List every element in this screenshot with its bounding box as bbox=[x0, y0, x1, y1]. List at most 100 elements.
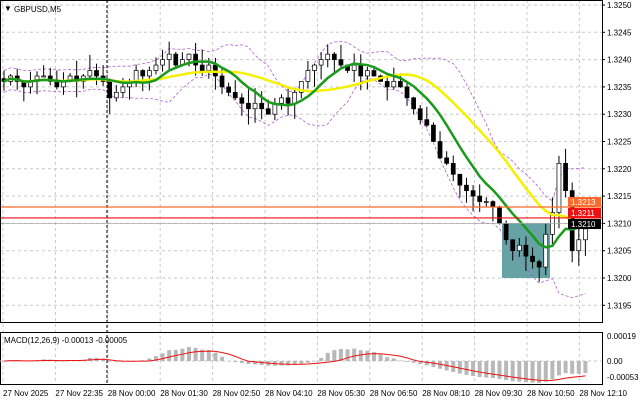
macd-histogram-bar bbox=[338, 348, 343, 361]
candle-body bbox=[398, 81, 403, 88]
macd-histogram-bar bbox=[411, 361, 416, 363]
price-level-label: 1.3213 bbox=[571, 198, 596, 207]
candle-body bbox=[563, 162, 568, 191]
candle-body bbox=[285, 97, 291, 104]
candle-body bbox=[444, 157, 450, 164]
macd-histogram-bar bbox=[398, 360, 403, 361]
macd-histogram-bar bbox=[226, 360, 231, 362]
y-tick-label: 1.3245 bbox=[607, 28, 632, 37]
x-tick-label: 27 Nov 22:35 bbox=[55, 389, 103, 398]
candle-body bbox=[457, 173, 463, 186]
candle-body bbox=[173, 53, 179, 66]
x-tick-label: 28 Nov 02:50 bbox=[213, 389, 261, 398]
y-tick-label: 1.3230 bbox=[607, 110, 632, 119]
candle-body bbox=[510, 239, 516, 252]
candle-body bbox=[490, 201, 496, 208]
macd-label: MACD(12,26,9) -0.00013 -0.00005 bbox=[4, 336, 128, 345]
candle-body bbox=[305, 70, 311, 82]
y-tick-label: 1.3205 bbox=[607, 247, 632, 256]
y-tick-label: 1.3200 bbox=[607, 274, 632, 283]
candle-body bbox=[450, 162, 456, 175]
y-tick-label: 1.3240 bbox=[607, 56, 632, 65]
candle-body bbox=[384, 81, 390, 88]
macd-histogram-bar bbox=[365, 350, 370, 361]
macd-histogram-bar bbox=[259, 361, 264, 366]
candle-body bbox=[54, 81, 60, 88]
candle-body bbox=[530, 255, 535, 262]
candle-body bbox=[470, 190, 476, 197]
price-axis: 1.3250 1.3245 1.3240 1.3235 1.3230 1.3225 1.32… bbox=[602, 1, 632, 310]
candle-body bbox=[338, 59, 344, 66]
candle-body bbox=[358, 64, 364, 77]
candle-body bbox=[331, 53, 337, 60]
x-tick-label: 28 Nov 01:30 bbox=[160, 389, 208, 398]
candle-body bbox=[140, 70, 146, 77]
macd-histogram-bar bbox=[464, 361, 469, 375]
candle-body bbox=[576, 239, 582, 252]
macd-histogram-bar bbox=[193, 347, 198, 361]
macd-histogram-bar bbox=[530, 361, 535, 383]
candle-body bbox=[483, 201, 489, 203]
symbol-arrow-icon[interactable]: ▼ bbox=[4, 4, 12, 13]
candle-body bbox=[325, 53, 331, 60]
candle-body bbox=[464, 184, 469, 191]
macd-histogram-bar bbox=[438, 361, 443, 369]
candle-body bbox=[318, 59, 324, 66]
macd-histogram-bar bbox=[61, 361, 66, 362]
macd-histogram-bar bbox=[167, 350, 172, 361]
candle-body bbox=[87, 70, 93, 77]
macd-histogram-bar bbox=[510, 361, 515, 382]
y-tick-label: 1.3225 bbox=[607, 138, 632, 147]
candle-body bbox=[94, 70, 99, 77]
candle-body bbox=[186, 53, 192, 60]
macd-histogram-bar bbox=[424, 361, 429, 366]
macd-histogram-bar bbox=[160, 353, 165, 361]
price-level-tag bbox=[568, 219, 601, 230]
macd-histogram-bar bbox=[186, 347, 191, 361]
candle-body bbox=[193, 53, 198, 66]
candle-body bbox=[166, 53, 172, 60]
upper-band bbox=[3, 41, 586, 202]
macd-histogram-bar bbox=[312, 361, 317, 362]
macd-histogram-bar bbox=[305, 361, 310, 363]
y-tick-label: 1.3220 bbox=[607, 165, 632, 174]
macd-histogram-bar bbox=[537, 361, 542, 383]
macd-histogram-bar bbox=[484, 361, 489, 378]
candle-body bbox=[431, 124, 436, 142]
price-level-tag bbox=[568, 208, 601, 219]
candle-body bbox=[371, 70, 377, 77]
macd-histogram-bar bbox=[523, 361, 528, 383]
macd-histogram-bar bbox=[2, 361, 6, 362]
candle-body bbox=[298, 81, 304, 93]
x-tick-label: 28 Nov 06:50 bbox=[370, 389, 418, 398]
symbol-label: GBPUSD,M5 bbox=[14, 5, 62, 14]
macd-tick-label: 0.00 bbox=[607, 357, 623, 366]
macd-histogram-bar bbox=[147, 358, 152, 361]
macd-histogram-bar bbox=[213, 352, 218, 361]
candle-body bbox=[477, 195, 483, 202]
macd-histogram-bar bbox=[497, 361, 502, 379]
macd-histogram-bar bbox=[206, 350, 211, 361]
candle-body bbox=[246, 102, 251, 110]
macd-histogram-bar bbox=[543, 361, 548, 382]
macd-frame bbox=[0, 332, 603, 385]
candle-body bbox=[41, 75, 46, 78]
macd-histogram-bar bbox=[391, 358, 396, 361]
macd-histogram-bar bbox=[517, 361, 522, 382]
time-axis: 27 Nov 2025 27 Nov 22:35 28 Nov 00:00 28 No… bbox=[3, 389, 628, 398]
macd-histogram-bar bbox=[233, 361, 238, 362]
macd-histogram-bar bbox=[385, 357, 390, 361]
macd-histogram-bar bbox=[180, 348, 185, 361]
candle-body bbox=[503, 223, 509, 241]
price-level-label: 1.3211 bbox=[571, 209, 595, 218]
candle-body bbox=[523, 244, 529, 257]
macd-histogram-bar bbox=[471, 361, 476, 377]
macd-signal-line bbox=[3, 350, 586, 382]
candle-body bbox=[153, 64, 159, 71]
macd-histogram-bar bbox=[352, 348, 357, 361]
candle-body bbox=[497, 206, 502, 224]
macd-histogram-bar bbox=[418, 361, 423, 365]
macd-histogram-bar bbox=[490, 361, 495, 379]
macd-histogram-bar bbox=[54, 361, 59, 362]
